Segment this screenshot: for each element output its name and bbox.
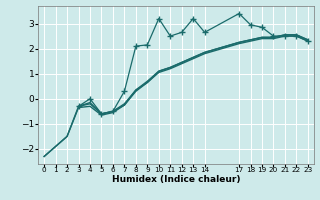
X-axis label: Humidex (Indice chaleur): Humidex (Indice chaleur) — [112, 175, 240, 184]
